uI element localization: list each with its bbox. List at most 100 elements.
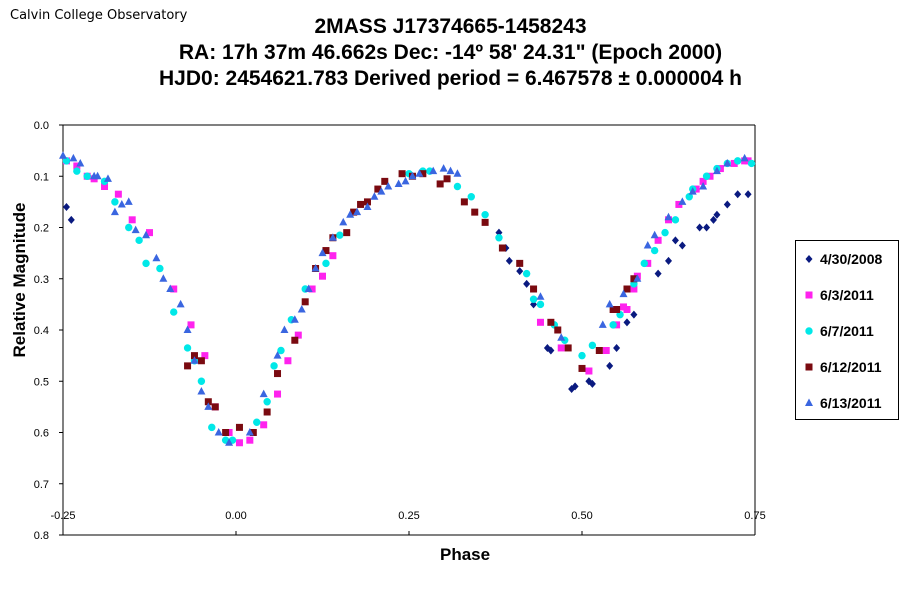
data-point	[536, 300, 545, 309]
x-tick-label: 0.25	[398, 510, 419, 522]
legend-marker-shape	[805, 327, 813, 335]
data-point	[665, 256, 672, 265]
data-point	[183, 325, 192, 333]
data-point	[481, 218, 489, 226]
data-point	[640, 259, 648, 268]
series-4	[59, 151, 749, 446]
data-point	[446, 166, 455, 175]
data-point	[703, 223, 711, 232]
data-point	[146, 229, 153, 237]
data-point	[557, 344, 565, 352]
data-point	[595, 347, 603, 354]
data-point	[125, 223, 133, 232]
legend-item: 4/30/2008	[804, 249, 882, 269]
data-point	[235, 423, 243, 431]
series-2	[62, 157, 756, 444]
data-point	[170, 285, 178, 293]
x-tick-label: 0.00	[225, 510, 246, 522]
data-point	[471, 208, 479, 216]
data-point	[702, 172, 711, 180]
data-point	[135, 236, 143, 245]
data-point	[547, 318, 555, 326]
data-point	[633, 274, 642, 282]
data-point	[339, 217, 348, 226]
data-point	[547, 346, 555, 355]
data-point	[329, 252, 337, 260]
data-point	[190, 352, 198, 360]
data-point	[630, 275, 638, 283]
data-point	[419, 170, 427, 178]
data-point	[654, 269, 662, 278]
data-point	[187, 321, 195, 329]
x-tick-label: 0.50	[571, 510, 592, 522]
data-point	[260, 421, 268, 429]
data-point	[671, 236, 679, 245]
data-point	[197, 377, 206, 385]
data-point	[76, 158, 85, 167]
data-point	[523, 279, 531, 288]
y-tick-label: 0.0	[34, 120, 49, 132]
data-point	[481, 210, 489, 219]
data-point	[439, 164, 448, 172]
legend-marker	[805, 291, 813, 299]
legend-marker-shape	[805, 398, 813, 406]
period-line: HJD0: 2454621.783 Derived period = 6.467…	[159, 67, 742, 90]
data-point	[536, 318, 544, 326]
data-point	[688, 187, 697, 195]
legend-marker	[805, 398, 813, 406]
data-point	[650, 230, 659, 239]
data-point	[699, 177, 707, 185]
data-point	[318, 248, 327, 257]
data-point	[699, 182, 708, 190]
data-point	[623, 285, 631, 293]
data-point	[308, 285, 316, 293]
data-point	[152, 253, 161, 262]
legend-item: 6/7/2011	[804, 321, 874, 341]
data-point	[142, 230, 151, 239]
legend-label: 6/7/2011	[820, 323, 874, 339]
legend: 4/30/2008 6/3/2011 6/7/2011 6/12/2011 6/13/2…	[795, 240, 899, 420]
data-point	[253, 418, 261, 426]
data-point	[62, 203, 70, 211]
data-point	[578, 351, 586, 360]
y-tick-label: 0.4	[34, 325, 49, 337]
data-point	[585, 367, 593, 375]
data-point	[156, 264, 164, 273]
data-point	[336, 231, 344, 239]
data-point	[408, 171, 417, 180]
data-point	[498, 244, 506, 252]
data-point	[280, 325, 289, 333]
data-point	[111, 198, 119, 206]
data-point	[602, 347, 610, 354]
data-point	[117, 199, 126, 208]
data-point	[564, 344, 572, 352]
data-point	[170, 308, 178, 316]
data-point	[176, 299, 185, 308]
data-point	[401, 176, 410, 185]
y-tick-label: 0.3	[34, 274, 49, 286]
data-point	[630, 285, 638, 293]
data-point	[588, 341, 597, 350]
data-point	[529, 295, 538, 303]
data-point	[370, 192, 379, 200]
data-point	[204, 398, 212, 406]
data-point	[744, 190, 752, 199]
data-point	[69, 153, 78, 162]
series-0	[62, 190, 752, 393]
y-tick-label: 0.8	[34, 530, 49, 542]
legend-marker-shape	[805, 291, 813, 299]
y-tick-label: 0.7	[34, 479, 49, 491]
data-point	[294, 331, 302, 339]
data-point	[712, 166, 721, 175]
data-point	[259, 389, 268, 398]
data-point	[460, 198, 468, 206]
x-axis-title: Phase	[440, 545, 491, 564]
data-point	[357, 200, 365, 208]
data-point	[613, 306, 621, 313]
data-point	[214, 428, 223, 436]
legend-label: 6/13/2011	[820, 395, 882, 411]
y-tick-label: 0.1	[34, 171, 49, 183]
x-tick-label: -0.25	[50, 510, 75, 522]
data-point	[73, 167, 81, 175]
